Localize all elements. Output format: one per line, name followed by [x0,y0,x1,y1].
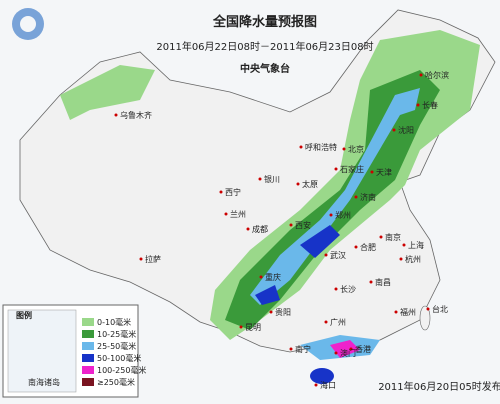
city-label: 拉萨 [145,254,161,264]
legend-label: 50-100毫米 [97,353,141,363]
city-dot [334,167,338,171]
city-label: 澳门 [340,348,356,358]
rain-50-100 [300,225,340,258]
legend-swatch [82,366,94,374]
legend-title: 图例 [16,310,32,320]
city-label: 南昌 [375,277,391,287]
period: 2011年06月22日08时－2011年06月23日08时 [156,40,373,53]
city-label: 沈阳 [398,125,414,135]
city-dot [296,182,300,186]
issued: 2011年06月20日05时发布 [378,380,500,393]
taiwan [419,305,431,331]
city-dot [329,213,333,217]
city-label: 南京 [385,232,401,242]
city-dot [224,212,228,216]
city-label: 乌鲁木齐 [120,110,152,120]
city-label: 兰州 [230,209,246,219]
rain-100-250 [330,340,360,358]
city-dot [269,310,273,314]
city-label: 郑州 [335,210,351,220]
city-label: 长沙 [340,284,356,294]
city-dot [334,287,338,291]
city-dot [399,257,403,261]
city-label: 西宁 [225,187,241,197]
city-label: 昆明 [245,323,261,332]
city-label: 重庆 [265,272,281,282]
rain-0-10-west [60,65,155,120]
city-dot [354,245,358,249]
inset-label: 南海诸岛 [28,377,60,387]
city-label: 杭州 [405,254,421,264]
city-dot [342,147,346,151]
city-dot [246,227,250,231]
city-label: 太原 [302,179,318,189]
city-label: 福州 [400,308,416,317]
city-label: 西安 [295,220,311,230]
city-dot [219,190,223,194]
rain-50-100-b [255,285,280,305]
city-label: 北京 [348,144,364,154]
city-dot [239,325,243,329]
city-dot [258,177,262,181]
city-label: 南宁 [295,344,311,354]
legend-swatch [82,318,94,326]
legend-swatch [82,330,94,338]
city-dot [139,257,143,261]
legend-label: 25-50毫米 [97,341,136,351]
city-label: 天津 [376,167,392,177]
city-dot [369,280,373,284]
city-dot [259,275,263,279]
city-dot [314,383,318,387]
city-label: 上海 [408,240,424,250]
city-dot [379,235,383,239]
city-label: 武汉 [330,250,346,260]
city-label: 成都 [252,224,268,234]
city-label: 贵阳 [275,307,291,317]
legend-swatch [82,354,94,362]
legend-label: 0-10毫米 [97,317,131,327]
city-dot [402,243,406,247]
legend-swatch [82,342,94,350]
city-dot [354,195,358,199]
legend-label: 100-250毫米 [97,365,146,375]
city-label: 合肥 [360,242,376,252]
logo-inner [20,16,36,32]
city-dot [419,73,423,77]
city-dot [334,351,338,355]
rain-25-50 [250,88,420,305]
agency: 中央气象台 [240,62,290,75]
city-label: 济南 [360,192,376,202]
city-dot [114,113,118,117]
city-label: 哈尔滨 [425,70,449,80]
inset-map [7,309,77,393]
legend-label: 10-25毫米 [97,329,136,339]
city-label: 广州 [330,317,346,327]
city-dot [394,310,398,314]
city-label: 香港 [355,344,371,354]
city-label: 海口 [320,380,336,390]
hainan [310,368,334,384]
city-dot [324,253,328,257]
legend-label: ≥250毫米 [97,377,135,387]
city-dot [426,307,430,311]
city-dot [416,103,420,107]
city-dot [370,170,374,174]
city-label: 银川 [264,174,280,184]
city-dot [392,128,396,132]
city-label: 石家庄 [340,164,364,174]
legend-swatch [82,378,94,386]
city-dot [324,320,328,324]
city-label: 长春 [422,100,438,110]
city-dot [289,223,293,227]
city-dot [349,347,353,351]
city-label: 呼和浩特 [305,142,337,152]
city-dot [289,347,293,351]
title: 全国降水量预报图 [212,14,317,30]
city-dot [299,145,303,149]
city-label: 台北 [432,304,448,314]
